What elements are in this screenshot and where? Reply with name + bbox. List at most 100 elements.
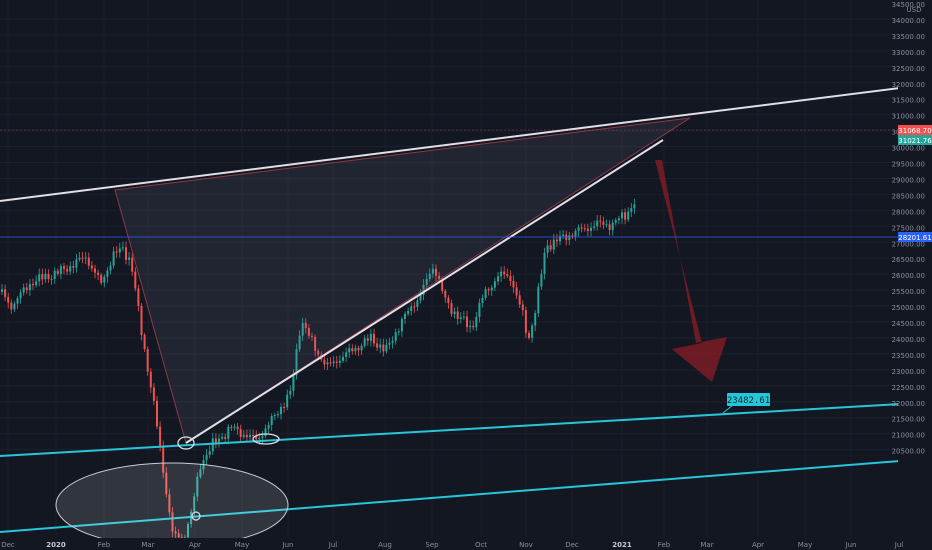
candle [146,349,149,372]
y-tick-label: 31000.00 [892,113,925,121]
candle [497,276,499,282]
candle [227,426,230,439]
x-tick-label: Sep [425,541,439,549]
candle [53,270,56,280]
candle [106,270,109,277]
candle [44,273,47,280]
candle [360,345,363,351]
candle [580,227,583,229]
candle [528,332,530,338]
candle [47,273,50,280]
candle [630,208,633,212]
y-tick-label: 26500.00 [892,256,925,264]
candle [627,211,630,220]
candle [593,226,596,228]
candle [162,446,165,473]
candle [624,212,627,220]
price-label: 28201.61 [898,234,931,242]
price-axis[interactable] [898,0,932,550]
candle [273,414,276,417]
candle [500,271,503,277]
candle [16,298,19,304]
x-tick-label: Mar [700,541,713,549]
candle [87,257,90,266]
candle [379,344,382,348]
candle [286,394,289,408]
callout-text: 23482.61 [727,396,770,406]
candle [143,334,146,350]
time-axis[interactable] [0,538,932,550]
candle [187,523,189,538]
candle [472,325,475,328]
candle [481,298,484,303]
candle [614,220,617,223]
candle [410,306,413,311]
callout-pointer [722,404,734,414]
candle [19,292,22,299]
candle [283,407,286,409]
candle [413,306,416,308]
x-tick-label: May [235,541,249,549]
candle [249,434,251,438]
x-tick-label: Jun [845,541,857,549]
candle [450,303,453,315]
x-tick-label: Apr [189,541,201,549]
candle [168,494,171,513]
candle [338,360,341,363]
y-tick-label: 32000.00 [892,81,925,89]
bottom-ellipse [55,462,289,548]
down-arrow [655,160,727,382]
candle [323,359,326,365]
candle [397,331,400,333]
x-tick-label: Jun [282,541,294,549]
candle [577,227,580,231]
candle [534,313,537,326]
candle [369,333,372,341]
candle [230,426,233,428]
candle [416,300,419,307]
candle [388,342,391,345]
touch-marker [177,436,195,450]
drawings[interactable]: 23482.61 [0,87,901,548]
price-label-box [898,232,932,242]
candle [447,297,450,304]
candle [475,316,478,328]
candle [205,454,208,461]
y-tick-label: 33000.00 [892,49,925,57]
x-tick-label: 2021 [612,541,632,549]
channel-upper-line [0,403,901,457]
candle [81,257,84,259]
candle [90,265,93,269]
candle [103,276,106,283]
candle [357,347,360,351]
candle [329,362,332,364]
y-tick-label: 29000.00 [892,176,925,184]
y-tick-label: 20500.00 [892,448,925,456]
price-label: 31021.76 [898,137,932,145]
candle [171,512,174,532]
y-tick-label: 32500.00 [892,65,925,73]
candle [35,281,38,286]
y-tick-label: 29500.00 [892,161,925,169]
candle [258,437,261,440]
candle [214,438,217,443]
candle [121,247,124,249]
candle [261,435,264,438]
candle [531,325,534,338]
candle [404,313,406,319]
y-tick-label: 21500.00 [892,416,925,424]
candle [69,266,72,272]
candle [295,349,298,376]
wedge-upper-trendline [0,87,901,202]
candle [428,273,431,279]
candle [431,268,434,274]
candle [13,303,16,310]
x-axis-ticks: Dec 2020 Feb Mar Apr May Jun Jul Aug Sep Oct Nov Dec… [1,541,903,549]
candle [100,274,103,283]
candle [521,304,524,311]
candle [156,400,158,427]
price-label-box [898,125,932,135]
